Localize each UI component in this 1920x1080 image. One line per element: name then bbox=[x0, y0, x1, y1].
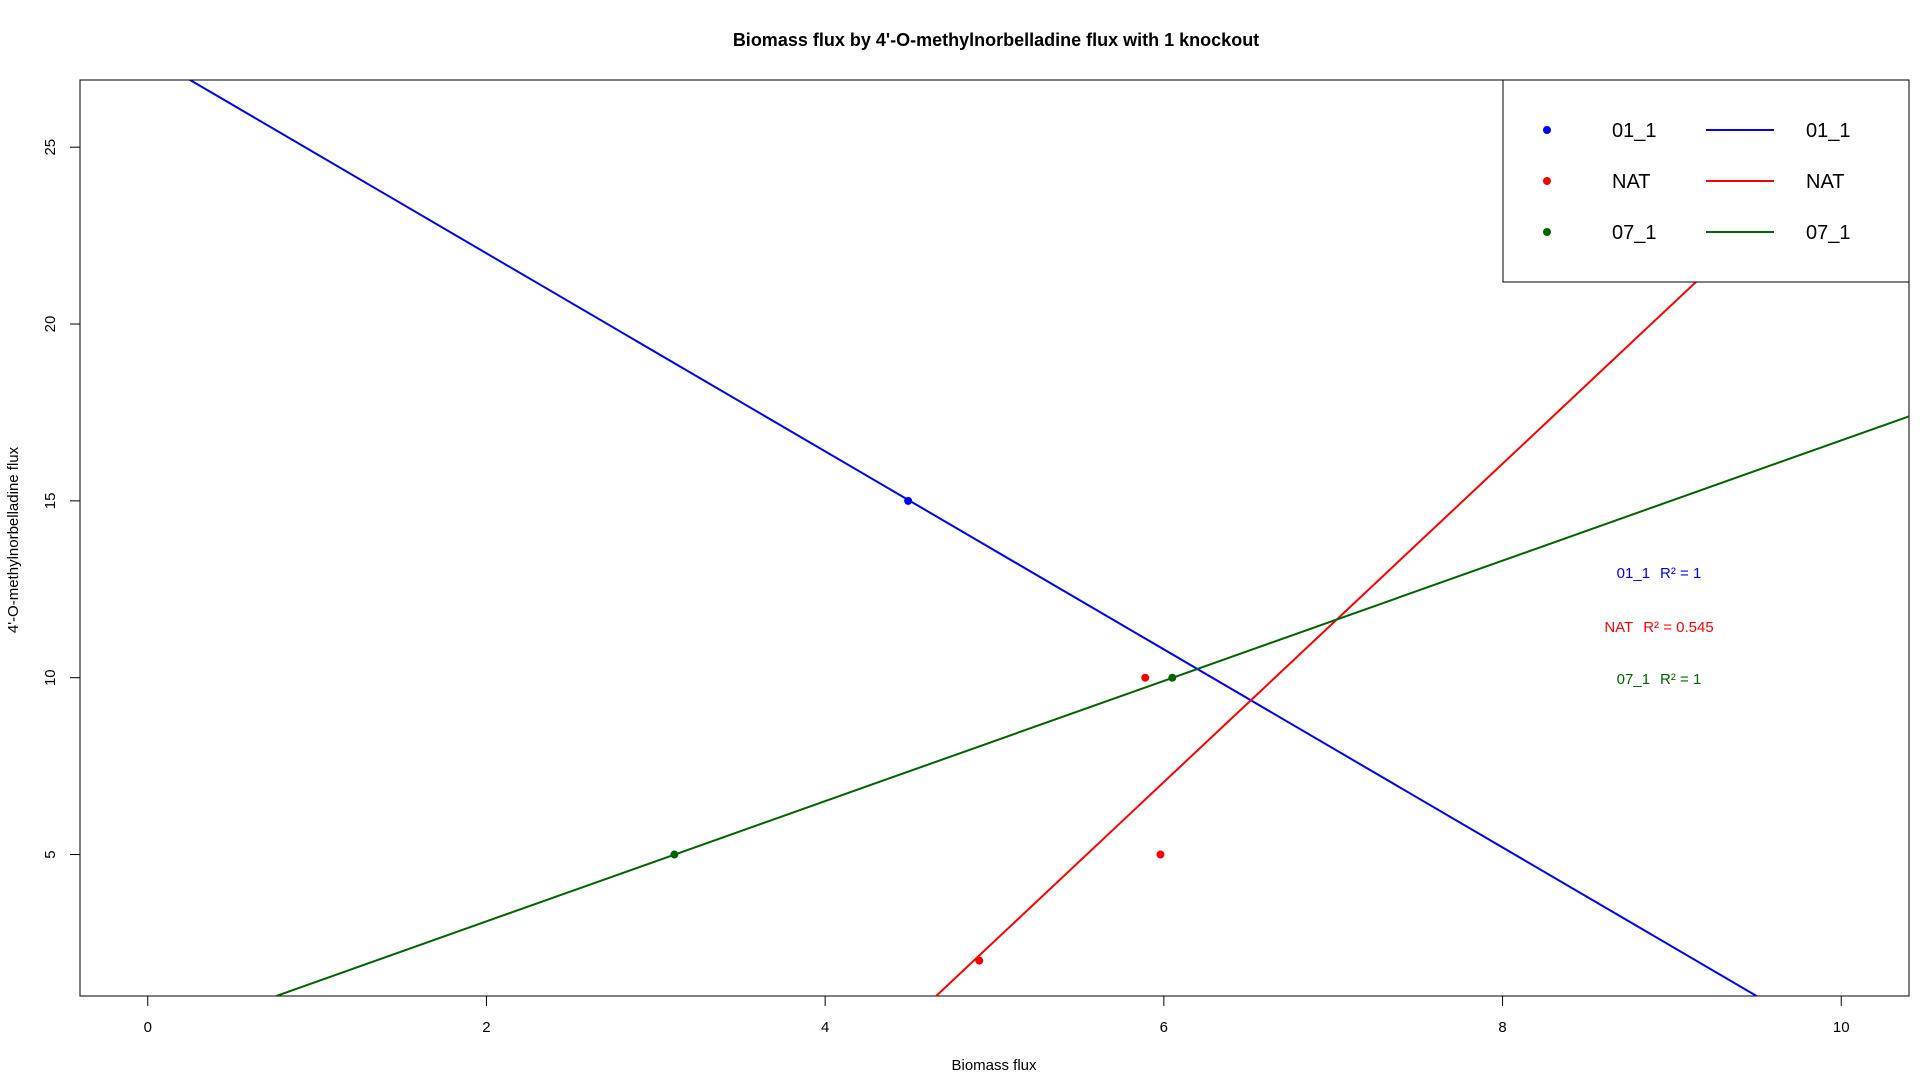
legend-point-marker bbox=[1543, 228, 1551, 236]
x-tick-label: 8 bbox=[1498, 1019, 1506, 1036]
legend-point-label: NAT bbox=[1612, 171, 1651, 193]
legend-line-label: NAT bbox=[1806, 171, 1845, 193]
r2-annotation-value: R² = 1 bbox=[1660, 565, 1701, 582]
x-axis: 0 2 4 6 8 10 bbox=[144, 995, 1850, 1036]
r2-annotation-value: R² = 1 bbox=[1660, 671, 1701, 688]
r2-annotation-value: R² = 0.545 bbox=[1643, 619, 1713, 636]
r2-annotation-NAT: NAT R² = 0.545 bbox=[1604, 619, 1713, 636]
y-tick-label: 20 bbox=[42, 316, 59, 333]
legend-line-label: 01_1 bbox=[1806, 120, 1851, 142]
r2-annotation-label: 07_1 bbox=[1617, 671, 1650, 688]
y-axis-label: 4'-O-methylnorbelladine flux bbox=[5, 446, 22, 633]
r2-annotation-07_1: 07_1 R² = 1 bbox=[1617, 671, 1702, 688]
data-points bbox=[670, 496, 1177, 965]
legend: 01_1 01_1 NAT NAT 07_1 07_1 bbox=[1502, 79, 1910, 283]
data-point-07_1 bbox=[670, 850, 679, 859]
data-point-NAT bbox=[1156, 850, 1165, 859]
legend-point-marker bbox=[1543, 126, 1551, 134]
x-tick-label: 0 bbox=[144, 1019, 152, 1036]
fit-line-NAT bbox=[934, 81, 1909, 996]
x-tick-label: 6 bbox=[1160, 1019, 1168, 1036]
r2-annotations: 01_1 R² = 1 NAT R² = 0.545 07_1 R² = 1 bbox=[1604, 565, 1713, 688]
data-point-NAT bbox=[1141, 673, 1150, 682]
r2-annotation-01_1: 01_1 R² = 1 bbox=[1617, 565, 1702, 582]
y-tick-label: 5 bbox=[42, 850, 59, 858]
y-tick-label: 15 bbox=[42, 493, 59, 510]
legend-point-label: 07_1 bbox=[1612, 222, 1657, 244]
x-tick-label: 2 bbox=[482, 1019, 490, 1036]
legend-point-marker bbox=[1543, 177, 1551, 185]
data-point-NAT bbox=[975, 956, 984, 965]
r2-annotation-label: 01_1 bbox=[1617, 565, 1650, 582]
fit-line-07_1 bbox=[273, 415, 1909, 996]
y-tick-label: 10 bbox=[42, 669, 59, 686]
fit-line-01_1 bbox=[188, 80, 1759, 996]
data-point-07_1 bbox=[1168, 673, 1177, 682]
legend-point-label: 01_1 bbox=[1612, 120, 1657, 142]
x-tick-label: 10 bbox=[1833, 1019, 1850, 1036]
fit-lines bbox=[188, 80, 1909, 996]
x-tick-label: 4 bbox=[821, 1019, 829, 1036]
data-point-01_1 bbox=[904, 496, 913, 505]
chart-title: Biomass flux by 4'-O-methylnorbelladine … bbox=[733, 30, 1259, 50]
legend-line-label: 07_1 bbox=[1806, 222, 1851, 244]
x-axis-label: Biomass flux bbox=[951, 1057, 1037, 1074]
y-axis: 5 10 15 20 25 bbox=[42, 139, 81, 859]
r2-annotation-label: NAT bbox=[1604, 619, 1633, 636]
y-tick-label: 25 bbox=[42, 139, 59, 156]
